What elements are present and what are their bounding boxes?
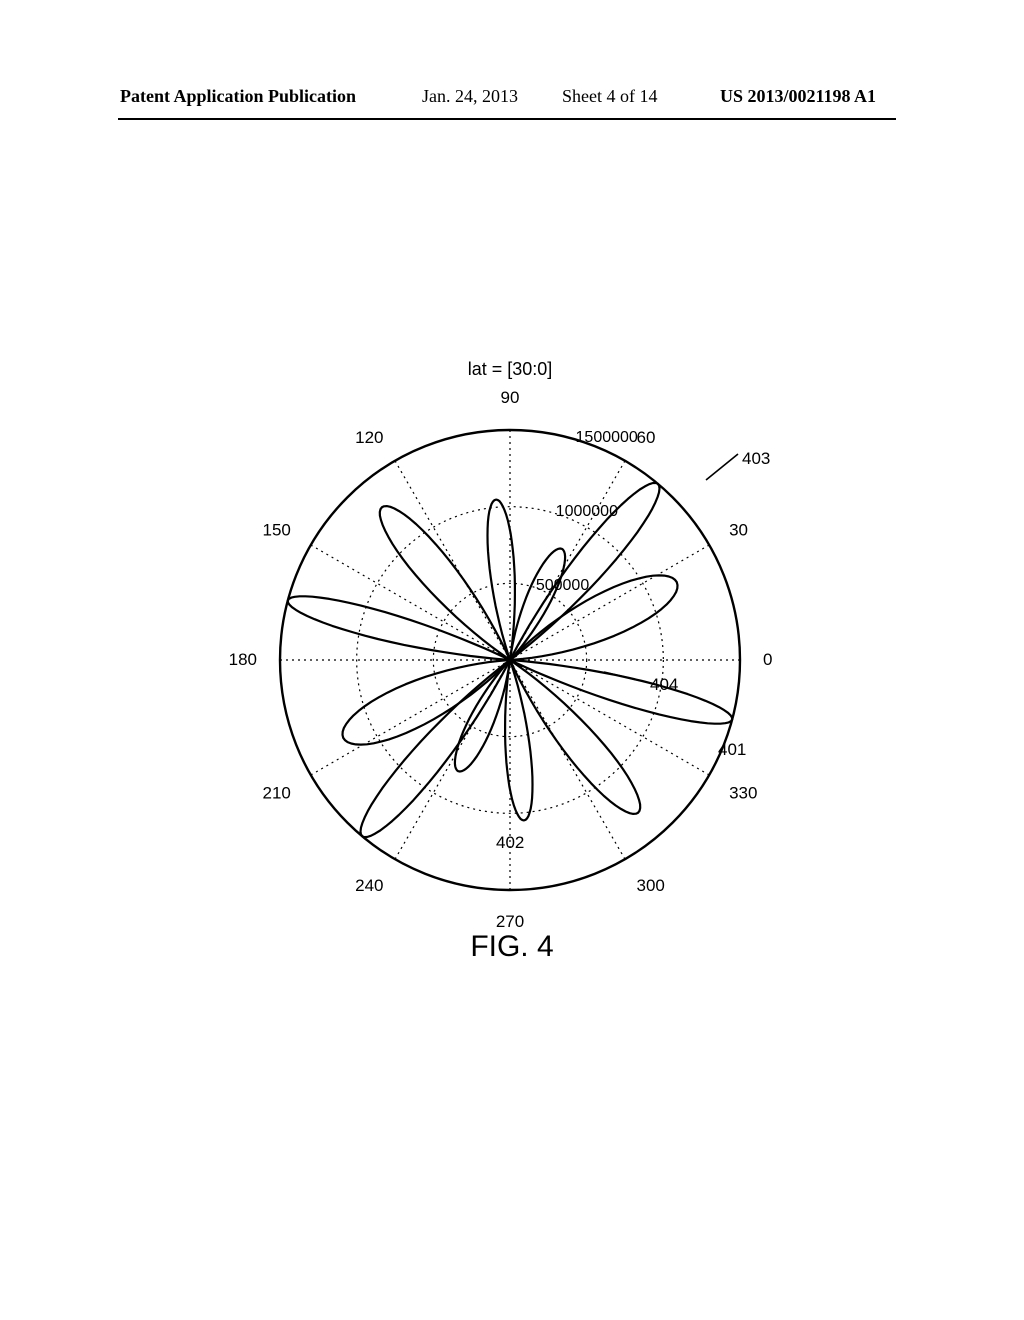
header-rule [118, 118, 896, 120]
polar-grid-spoke [311, 660, 510, 775]
polar-angle-label: 300 [637, 876, 665, 895]
polar-lobe-curve [505, 660, 532, 820]
polar-angle-label: 60 [637, 428, 656, 447]
polar-angle-label: 270 [496, 912, 524, 931]
reference-number-label: 403 [742, 449, 770, 468]
polar-angle-label: 180 [229, 650, 257, 669]
reference-number-label: 402 [496, 833, 524, 852]
reference-leader-line [604, 672, 646, 682]
polar-lobe-curve [288, 596, 510, 660]
polar-angle-label: 330 [729, 784, 757, 803]
polar-lobe-curve [488, 500, 515, 660]
polar-angle-label: 0 [763, 650, 772, 669]
polar-title: lat = [30:0] [468, 360, 553, 379]
page: Patent Application Publication Jan. 24, … [0, 0, 1024, 1320]
page-header: Patent Application Publication Jan. 24, … [0, 86, 1024, 116]
polar-angle-label: 90 [501, 388, 520, 407]
polar-grid-spoke [395, 461, 510, 660]
polar-angle-label: 240 [355, 876, 383, 895]
reference-leader-line [706, 454, 738, 480]
header-publication-number: US 2013/0021198 A1 [720, 86, 876, 107]
reference-number-label: 404 [650, 675, 678, 694]
header-sheet: Sheet 4 of 14 [562, 86, 657, 107]
figure-caption: FIG. 4 [0, 930, 1024, 964]
polar-angle-label: 120 [355, 428, 383, 447]
polar-radial-label: 500000 [536, 577, 589, 594]
header-date: Jan. 24, 2013 [422, 86, 518, 107]
header-publication-type: Patent Application Publication [120, 86, 356, 107]
polar-lobe-curve [510, 660, 732, 724]
polar-angle-label: 210 [263, 784, 291, 803]
polar-angle-label: 30 [729, 521, 748, 540]
polar-grid-spoke [510, 660, 625, 859]
polar-chart: 0306090120150180210240270300330500000100… [190, 360, 830, 920]
reference-number-label: 401 [718, 740, 746, 759]
polar-angle-label: 150 [263, 521, 291, 540]
polar-grid-spoke [510, 545, 709, 660]
polar-radial-label: 1500000 [576, 429, 638, 446]
polar-chart-svg: 0306090120150180210240270300330500000100… [190, 360, 830, 960]
